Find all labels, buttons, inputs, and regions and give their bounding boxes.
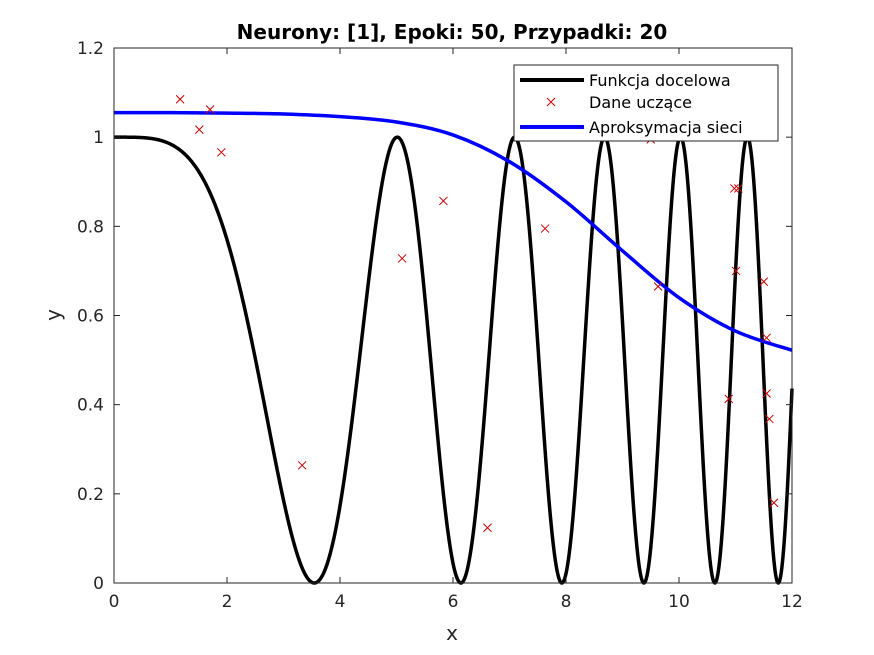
training-point bbox=[216, 147, 226, 157]
training-point bbox=[540, 224, 550, 233]
y-axis-ticks: 0 0.2 0.4 0.6 0.8 1 1.2 bbox=[77, 39, 792, 594]
y-tick-label: 1 bbox=[93, 128, 104, 148]
chart-title: Neurony: [1], Epoki: 50, Przypadki: 20 bbox=[237, 20, 668, 44]
training-point bbox=[175, 94, 185, 104]
x-tick-label: 10 bbox=[668, 592, 690, 612]
series-approx-line bbox=[113, 110, 793, 352]
x-tick-label: 6 bbox=[448, 592, 459, 612]
training-point bbox=[762, 333, 771, 343]
training-point bbox=[731, 266, 741, 276]
y-tick-label: 0 bbox=[93, 574, 104, 594]
legend: Funkcja docelowa Dane uczące Aproksymacj… bbox=[513, 64, 779, 142]
training-point bbox=[765, 414, 774, 424]
training-point bbox=[759, 277, 769, 286]
y-tick-label: 0.6 bbox=[77, 307, 104, 327]
training-point bbox=[653, 282, 663, 291]
x-tick-label: 12 bbox=[781, 592, 803, 612]
y-tick-label: 0.2 bbox=[77, 485, 104, 505]
y-tick-label: 0.8 bbox=[77, 217, 104, 237]
x-tick-label: 2 bbox=[222, 592, 233, 612]
training-point bbox=[724, 394, 734, 404]
x-tick-label: 0 bbox=[109, 592, 120, 612]
training-point bbox=[762, 389, 771, 398]
training-point bbox=[769, 498, 779, 508]
training-point bbox=[297, 460, 307, 470]
training-point bbox=[730, 184, 739, 193]
training-point bbox=[733, 184, 743, 193]
legend-approx-label: Aproksymacja sieci bbox=[589, 118, 743, 137]
training-point bbox=[205, 105, 215, 114]
legend-training-label: Dane uczące bbox=[589, 93, 692, 112]
x-axis-ticks: 0 2 4 6 8 10 12 bbox=[109, 48, 803, 612]
training-point bbox=[483, 523, 492, 533]
training-point bbox=[397, 254, 407, 263]
training-point bbox=[194, 125, 204, 134]
y-tick-label: 1.2 bbox=[77, 39, 104, 59]
legend-training-swatch bbox=[546, 97, 556, 107]
x-tick-label: 4 bbox=[335, 592, 346, 612]
legend-target-label: Funkcja docelowa bbox=[589, 71, 731, 90]
x-axis-label: x bbox=[446, 621, 458, 645]
training-point bbox=[439, 196, 448, 206]
y-axis-label: y bbox=[41, 309, 65, 321]
x-tick-label: 8 bbox=[561, 592, 572, 612]
y-tick-label: 0.4 bbox=[77, 396, 104, 416]
